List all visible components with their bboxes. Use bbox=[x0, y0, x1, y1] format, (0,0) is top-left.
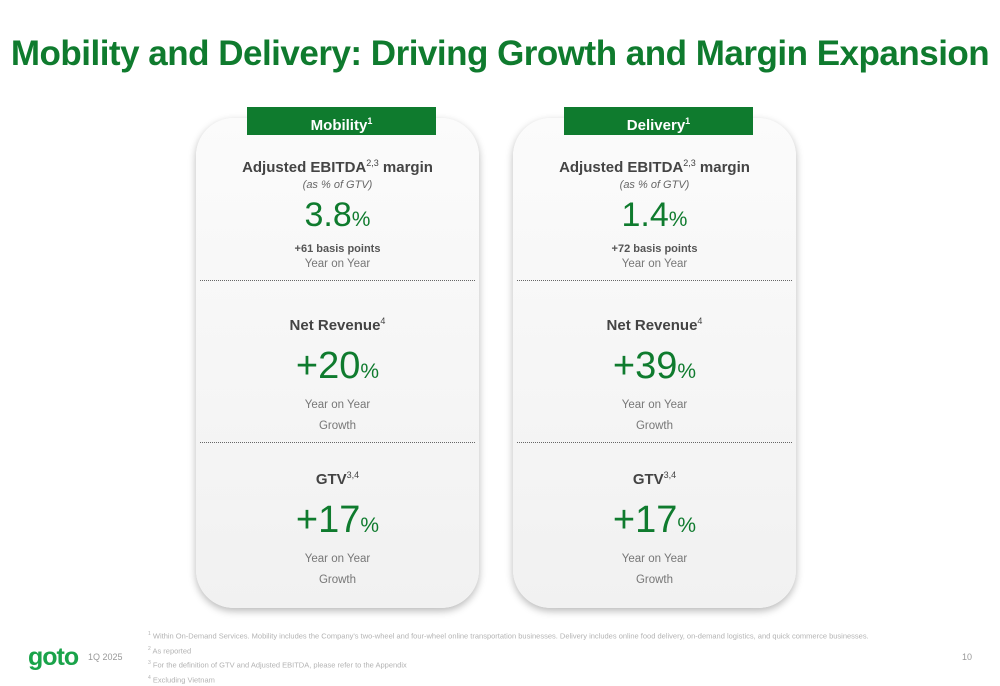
ebitda-section: Adjusted EBITDA2,3 margin (as % of GTV) … bbox=[196, 158, 479, 272]
gtv-label: GTV bbox=[633, 471, 664, 488]
tab-label: Delivery bbox=[627, 117, 685, 134]
tab-footnote-ref: 1 bbox=[685, 116, 690, 126]
ebitda-unit: % bbox=[669, 208, 688, 231]
ebitda-period: Year on Year bbox=[513, 257, 796, 272]
revenue-value: +20% bbox=[196, 346, 479, 392]
footnote: 4 Excluding Vietnam bbox=[148, 672, 869, 686]
ebitda-basis-points: +61 basis points bbox=[196, 243, 479, 255]
divider bbox=[200, 280, 475, 281]
ebitda-label-suffix: margin bbox=[696, 159, 750, 176]
revenue-period: Year on Year bbox=[196, 398, 479, 413]
goto-logo: goto bbox=[28, 643, 78, 672]
ebitda-number: 3.8 bbox=[305, 196, 352, 234]
revenue-number: +39 bbox=[613, 345, 677, 387]
gtv-unit: % bbox=[677, 514, 696, 537]
ebitda-label-suffix: margin bbox=[379, 159, 433, 176]
gtv-section: GTV3,4 +17% Year on Year Growth bbox=[196, 470, 479, 588]
revenue-unit: % bbox=[360, 360, 379, 383]
revenue-footnote-ref: 4 bbox=[380, 316, 385, 326]
revenue-value: +39% bbox=[513, 346, 796, 392]
footnote: 2 As reported bbox=[148, 643, 869, 658]
divider bbox=[200, 442, 475, 443]
ebitda-period: Year on Year bbox=[196, 257, 479, 272]
gtv-period: Year on Year bbox=[196, 552, 479, 567]
footnote: 1 Within On-Demand Services. Mobility in… bbox=[148, 628, 869, 643]
ebitda-unit: % bbox=[352, 208, 371, 231]
divider bbox=[517, 280, 792, 281]
revenue-label: Net Revenue bbox=[290, 317, 381, 334]
ebitda-label: Adjusted EBITDA bbox=[559, 159, 683, 176]
divider bbox=[517, 442, 792, 443]
gtv-growth-label: Growth bbox=[196, 573, 479, 588]
gtv-number: +17 bbox=[296, 499, 360, 541]
footnote-text: For the definition of GTV and Adjusted E… bbox=[153, 661, 407, 670]
footnote: 3 For the definition of GTV and Adjusted… bbox=[148, 657, 869, 672]
footnote-text: Within On-Demand Services. Mobility incl… bbox=[153, 632, 869, 641]
gtv-value: +17% bbox=[196, 500, 479, 546]
footnote-number: 3 bbox=[148, 660, 151, 666]
revenue-heading: Net Revenue4 bbox=[513, 316, 796, 334]
footnote-text: As reported bbox=[152, 646, 191, 655]
page-title: Mobility and Delivery: Driving Growth an… bbox=[0, 34, 1000, 74]
ebitda-subtitle: (as % of GTV) bbox=[513, 179, 796, 191]
gtv-value: +17% bbox=[513, 500, 796, 546]
footnote-text: Excluding Vietnam bbox=[153, 675, 215, 684]
revenue-period: Year on Year bbox=[513, 398, 796, 413]
revenue-section: Net Revenue4 +20% Year on Year Growth bbox=[196, 316, 479, 434]
report-period: 1Q 2025 bbox=[88, 652, 123, 662]
footnote-number: 2 bbox=[148, 646, 151, 652]
gtv-section: GTV3,4 +17% Year on Year Growth bbox=[513, 470, 796, 588]
revenue-heading: Net Revenue4 bbox=[196, 316, 479, 334]
revenue-footnote-ref: 4 bbox=[697, 316, 702, 326]
ebitda-subtitle: (as % of GTV) bbox=[196, 179, 479, 191]
gtv-label: GTV bbox=[316, 471, 347, 488]
delivery-tab: Delivery1 bbox=[564, 107, 753, 135]
mobility-tab: Mobility1 bbox=[247, 107, 436, 135]
ebitda-footnote-ref: 2,3 bbox=[366, 158, 379, 168]
ebitda-value: 3.8% bbox=[196, 195, 479, 240]
ebitda-label: Adjusted EBITDA bbox=[242, 159, 366, 176]
revenue-growth-label: Growth bbox=[513, 419, 796, 434]
mobility-card: Mobility1 Adjusted EBITDA2,3 margin (as … bbox=[196, 118, 479, 608]
ebitda-heading: Adjusted EBITDA2,3 margin bbox=[513, 158, 796, 176]
gtv-heading: GTV3,4 bbox=[196, 470, 479, 488]
ebitda-value: 1.4% bbox=[513, 195, 796, 240]
revenue-growth-label: Growth bbox=[196, 419, 479, 434]
footnote-number: 1 bbox=[148, 631, 151, 637]
gtv-period: Year on Year bbox=[513, 552, 796, 567]
ebitda-basis-points: +72 basis points bbox=[513, 243, 796, 255]
gtv-footnote-ref: 3,4 bbox=[347, 470, 360, 480]
gtv-footnote-ref: 3,4 bbox=[664, 470, 677, 480]
tab-label: Mobility bbox=[311, 117, 368, 134]
page-number: 10 bbox=[962, 652, 972, 662]
revenue-number: +20 bbox=[296, 345, 360, 387]
tab-footnote-ref: 1 bbox=[367, 116, 372, 126]
ebitda-section: Adjusted EBITDA2,3 margin (as % of GTV) … bbox=[513, 158, 796, 272]
revenue-section: Net Revenue4 +39% Year on Year Growth bbox=[513, 316, 796, 434]
gtv-number: +17 bbox=[613, 499, 677, 541]
delivery-card: Delivery1 Adjusted EBITDA2,3 margin (as … bbox=[513, 118, 796, 608]
ebitda-number: 1.4 bbox=[622, 196, 669, 234]
revenue-label: Net Revenue bbox=[607, 317, 698, 334]
revenue-unit: % bbox=[677, 360, 696, 383]
gtv-growth-label: Growth bbox=[513, 573, 796, 588]
ebitda-heading: Adjusted EBITDA2,3 margin bbox=[196, 158, 479, 176]
gtv-heading: GTV3,4 bbox=[513, 470, 796, 488]
ebitda-footnote-ref: 2,3 bbox=[683, 158, 696, 168]
footnotes: 1 Within On-Demand Services. Mobility in… bbox=[148, 628, 869, 686]
gtv-unit: % bbox=[360, 514, 379, 537]
footnote-number: 4 bbox=[148, 675, 151, 681]
